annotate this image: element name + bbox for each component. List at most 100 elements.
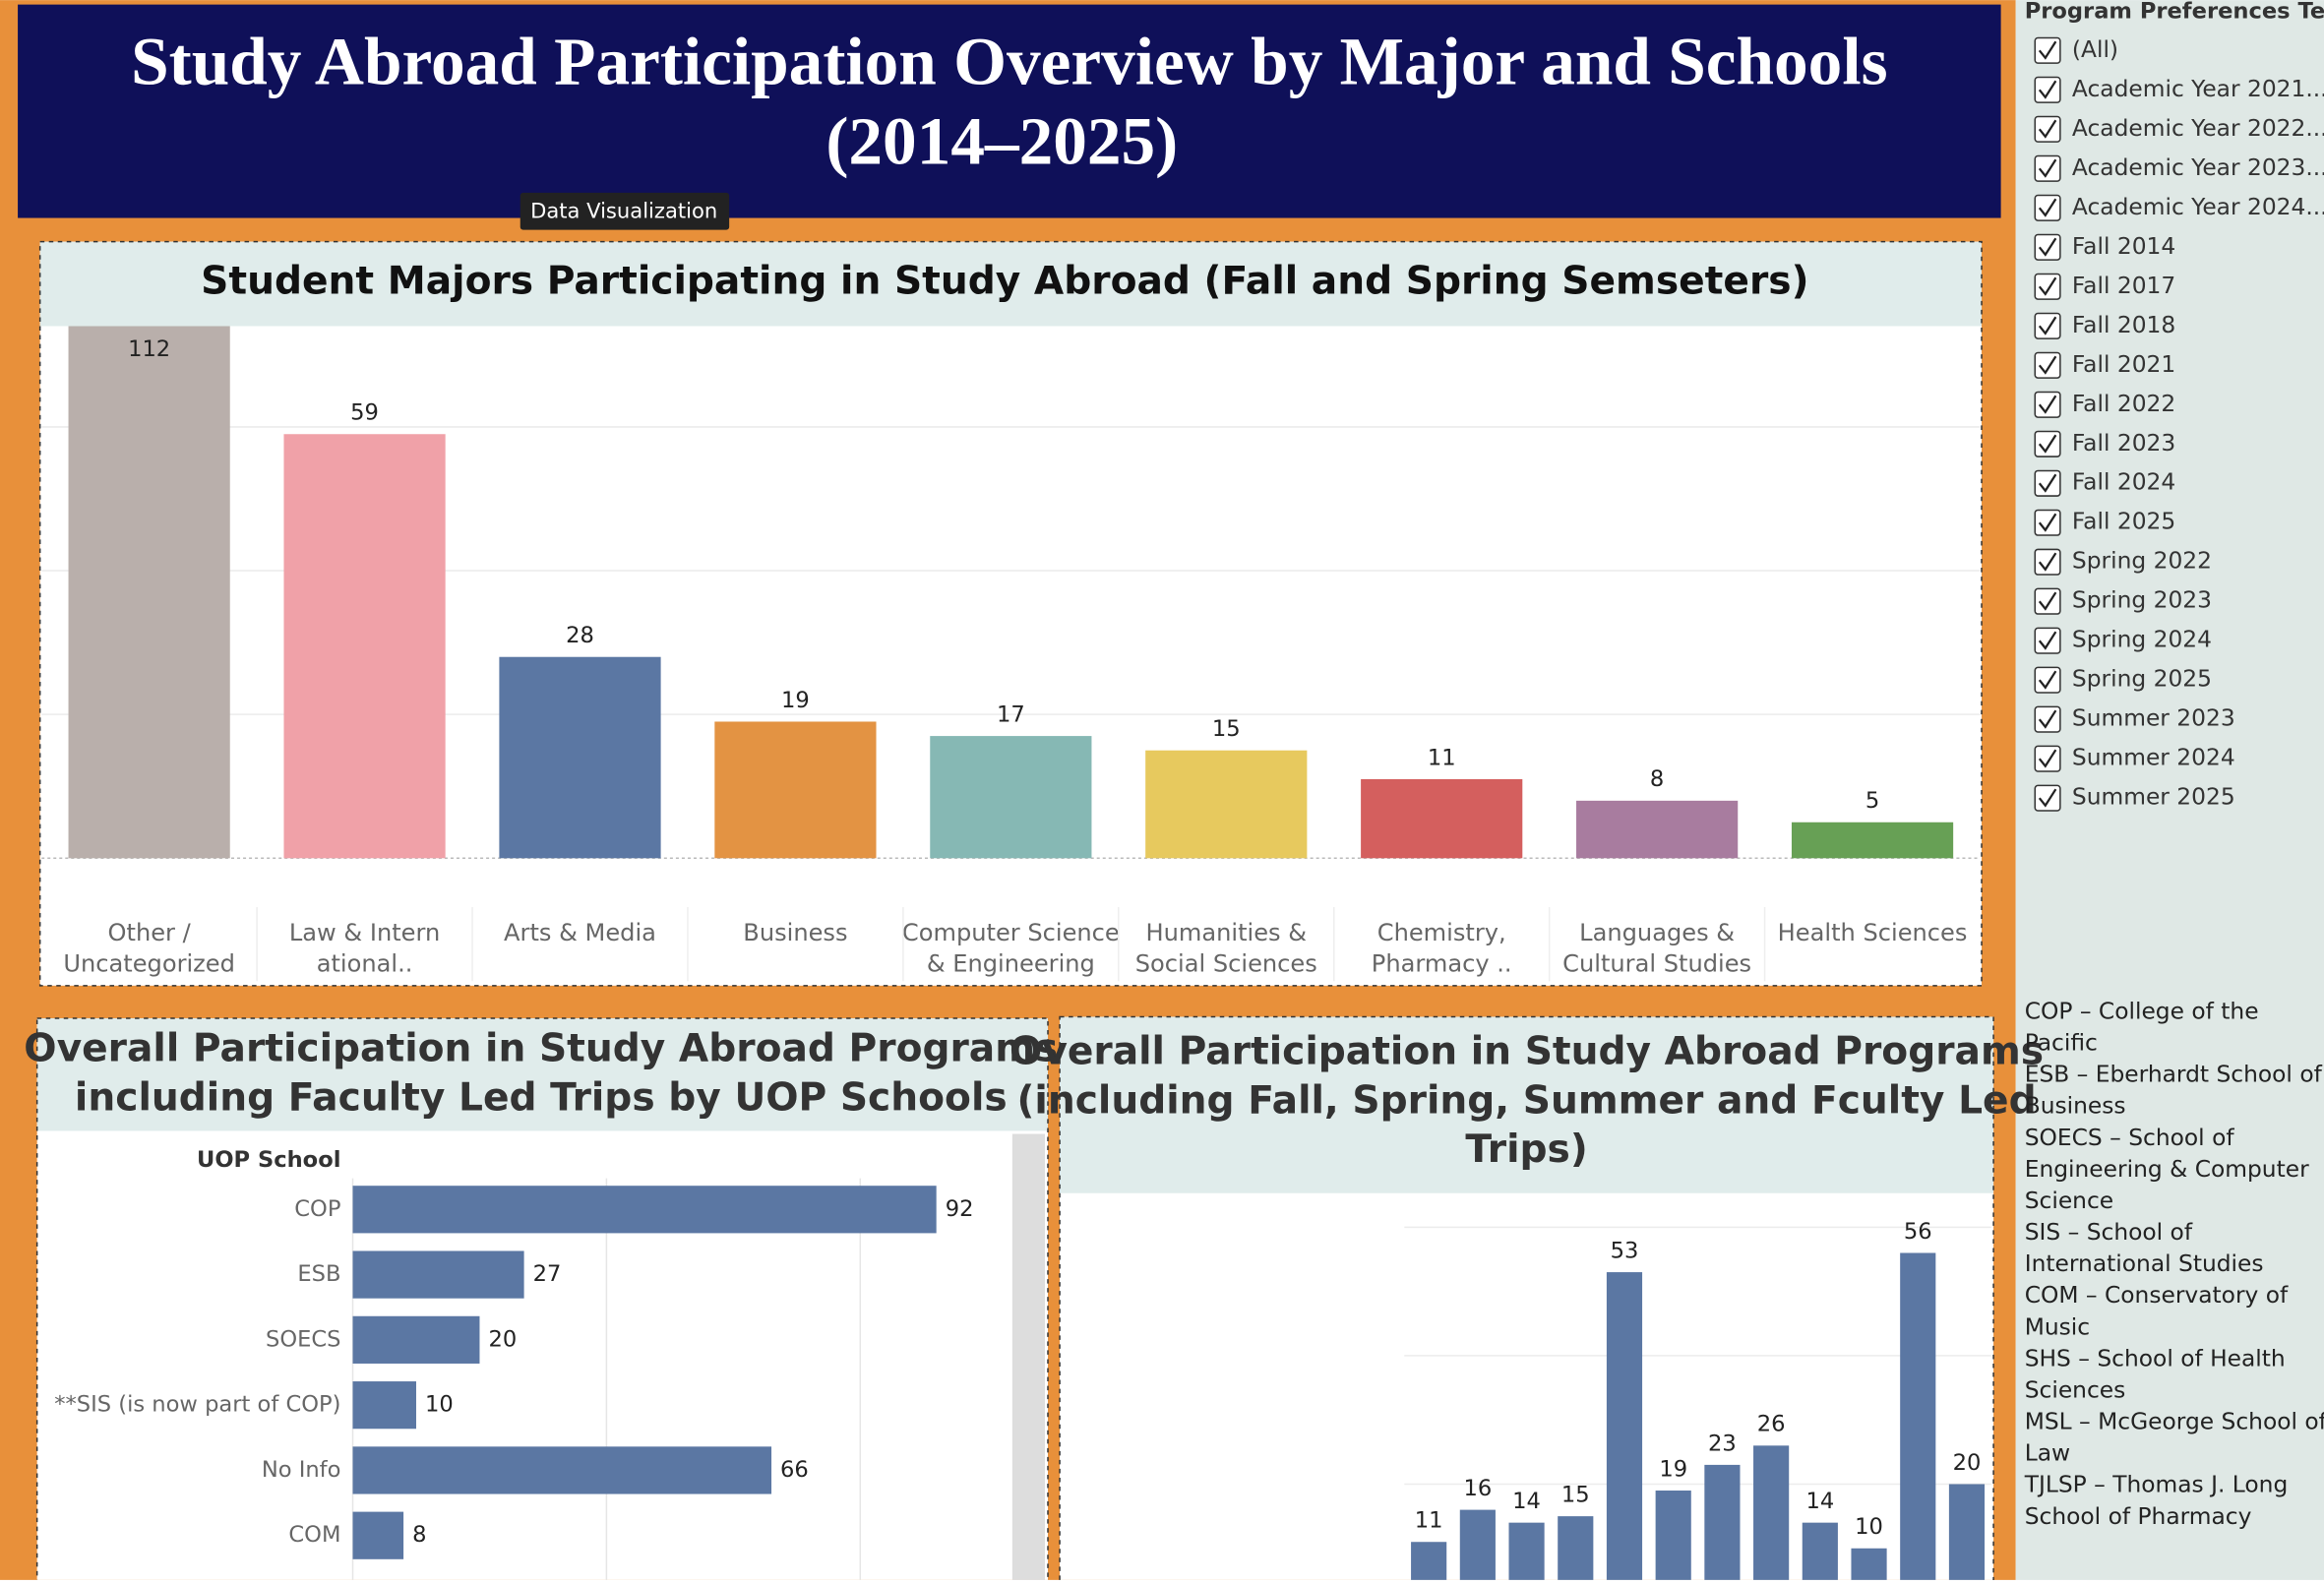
panel-border	[38, 240, 1983, 987]
filter-item[interactable]: Summer 2025	[2072, 783, 2235, 811]
checkbox[interactable]	[2034, 36, 2061, 64]
filter-item[interactable]: Spring 2023	[2072, 586, 2212, 614]
plot: 11 16 14 15 53 19 23 26 14 10 56 20	[1404, 1219, 1991, 1580]
checkbox[interactable]	[2034, 705, 2061, 733]
check-mark[interactable]	[2038, 709, 2057, 729]
check-mark[interactable]	[2038, 276, 2057, 296]
checkbox[interactable]	[2034, 430, 2061, 457]
checkbox[interactable]	[2034, 469, 2061, 497]
y-tick-label: COM	[288, 1522, 340, 1548]
check-mark[interactable]	[2038, 473, 2057, 493]
filter-item[interactable]: Academic Year 2022...	[2072, 114, 2324, 142]
filter-item[interactable]: (All)	[2072, 35, 2118, 63]
bar	[930, 736, 1092, 859]
filter-item[interactable]: Academic Year 2024...	[2072, 193, 2324, 220]
data-label: 92	[946, 1196, 974, 1222]
check-mark[interactable]	[2038, 40, 2057, 60]
x-tick-label: Humanities &	[1145, 919, 1307, 946]
x-tick-label: Health Sciences	[1778, 919, 1968, 946]
check-mark[interactable]	[2038, 119, 2057, 139]
key-line: Business	[2025, 1092, 2126, 1120]
checkbox[interactable]	[2034, 233, 2061, 261]
checkbox[interactable]	[2034, 154, 2061, 182]
data-label: 28	[566, 623, 594, 648]
filter-item[interactable]: Summer 2023	[2072, 704, 2235, 732]
data-label: 8	[412, 1522, 426, 1548]
filter-item[interactable]: Fall 2025	[2072, 508, 2175, 535]
filter-item[interactable]: Spring 2022	[2072, 547, 2212, 575]
checkbox[interactable]	[2034, 351, 2061, 379]
check-mark[interactable]	[2038, 631, 2057, 650]
filter-item[interactable]: Spring 2025	[2072, 665, 2212, 693]
filter-item[interactable]: Academic Year 2021...	[2072, 75, 2324, 102]
checkbox[interactable]	[2034, 627, 2061, 654]
check-mark[interactable]	[2038, 788, 2057, 808]
checkbox[interactable]	[2034, 784, 2061, 812]
check-mark[interactable]	[2038, 316, 2057, 335]
filter-item[interactable]: Fall 2022	[2072, 390, 2175, 417]
filter-item[interactable]: Fall 2018	[2072, 311, 2175, 338]
data-label: 23	[1708, 1431, 1737, 1456]
chart-title: Overall Participation in Study Abroad Pr…	[1009, 1030, 2044, 1074]
check-mark[interactable]	[2038, 670, 2057, 690]
panel-header	[39, 241, 1983, 327]
check-mark[interactable]	[2038, 513, 2057, 532]
bar	[352, 1381, 416, 1430]
filter-list: (All) Academic Year 2021... Academic Year …	[2034, 35, 2324, 812]
x-tick-label: ational..	[317, 950, 413, 978]
y-tick-label: COP	[294, 1196, 340, 1222]
filter-item[interactable]: Academic Year 2023...	[2072, 153, 2324, 181]
checkbox[interactable]	[2034, 509, 2061, 536]
check-mark[interactable]	[2038, 80, 2057, 99]
bar	[352, 1250, 524, 1299]
data-label: 10	[1855, 1514, 1883, 1540]
bar	[1361, 778, 1523, 859]
filter-item[interactable]: Fall 2014	[2072, 232, 2175, 260]
axis-title: UOP School	[197, 1147, 340, 1173]
bar	[1948, 1484, 1986, 1580]
check-mark[interactable]	[2038, 749, 2057, 768]
check-mark[interactable]	[2038, 395, 2057, 414]
plot: 112 59 28 19 17 15 11 8 5	[41, 326, 1981, 860]
key-line: MSL – McGeorge School of	[2025, 1408, 2324, 1435]
filter-item[interactable]: Fall 2021	[2072, 350, 2175, 378]
filter-item[interactable]: Fall 2017	[2072, 272, 2175, 299]
bar	[352, 1446, 772, 1494]
y-tick-label: SOECS	[266, 1326, 340, 1352]
checkbox[interactable]	[2034, 548, 2061, 576]
checkbox[interactable]	[2034, 391, 2061, 418]
scrollbar[interactable]	[1011, 1133, 1045, 1580]
check-mark[interactable]	[2038, 591, 2057, 611]
key-line: School of Pharmacy	[2025, 1502, 2252, 1530]
checkbox[interactable]	[2034, 76, 2061, 103]
checkbox[interactable]	[2034, 745, 2061, 772]
check-mark[interactable]	[2038, 434, 2057, 454]
bar	[352, 1186, 937, 1234]
filter-item[interactable]: Summer 2024	[2072, 744, 2235, 771]
checkbox[interactable]	[2034, 587, 2061, 615]
filter-item[interactable]: Fall 2023	[2072, 429, 2175, 457]
checkbox[interactable]	[2034, 194, 2061, 221]
checkbox[interactable]	[2034, 273, 2061, 300]
y-tick-label: No Info	[262, 1457, 341, 1483]
data-label: 26	[1757, 1412, 1786, 1437]
x-tick-label: Pharmacy ..	[1372, 950, 1512, 978]
filter-item[interactable]: Spring 2024	[2072, 626, 2212, 653]
data-label: 53	[1611, 1238, 1639, 1263]
filter-item[interactable]: Fall 2024	[2072, 468, 2175, 496]
key-line: SIS – School of	[2025, 1218, 2193, 1246]
bar	[1459, 1509, 1496, 1580]
check-mark[interactable]	[2038, 237, 2057, 257]
bar	[1508, 1522, 1545, 1580]
bar	[1802, 1522, 1838, 1580]
data-label: 20	[1953, 1450, 1982, 1476]
checkbox[interactable]	[2034, 666, 2061, 694]
x-tick-label: Languages &	[1579, 919, 1735, 946]
x-tick-label: Computer Science	[902, 919, 1120, 946]
check-mark[interactable]	[2038, 198, 2057, 217]
check-mark[interactable]	[2038, 552, 2057, 572]
check-mark[interactable]	[2038, 355, 2057, 375]
checkbox[interactable]	[2034, 312, 2061, 339]
check-mark[interactable]	[2038, 158, 2057, 178]
checkbox[interactable]	[2034, 115, 2061, 143]
